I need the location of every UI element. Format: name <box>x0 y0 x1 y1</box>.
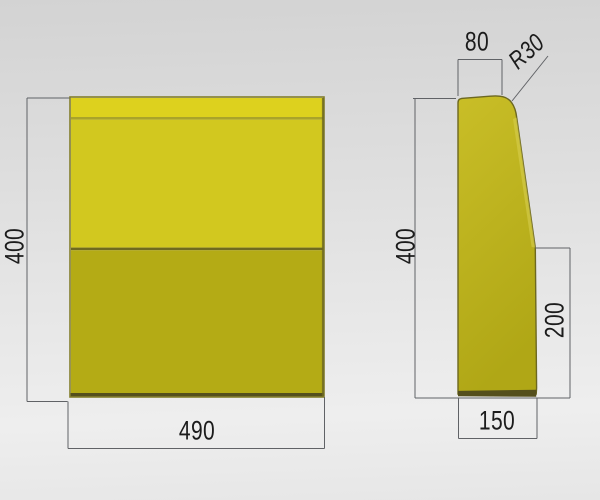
dimension-lines <box>26 55 571 449</box>
side-profile-body <box>457 95 538 395</box>
side-profile-slant-highlight <box>513 117 536 248</box>
front-height-dimension-label: 400 <box>0 227 30 265</box>
radius-leader-line <box>511 55 549 102</box>
side-top-width-dimension-label: 80 <box>464 26 490 57</box>
side-height-dimension-label: 400 <box>390 227 421 265</box>
front-width-dimension-label: 490 <box>178 415 216 446</box>
front-panel-lower-half <box>71 250 323 394</box>
front-panel-mid-divider <box>71 247 323 251</box>
side-bottom-width-dimension-label: 150 <box>478 405 516 436</box>
front-panel-bottom-shadow <box>70 393 324 397</box>
front-panel-upper-half <box>71 119 323 248</box>
front-panel-top-strip <box>71 98 323 117</box>
side-view-profile <box>457 95 538 397</box>
side-profile-bottom-shadow <box>458 389 537 397</box>
side-right-height-dimension-label: 200 <box>539 301 570 339</box>
front-panel-strip-divider <box>71 117 323 120</box>
front-view-panel <box>69 96 325 398</box>
